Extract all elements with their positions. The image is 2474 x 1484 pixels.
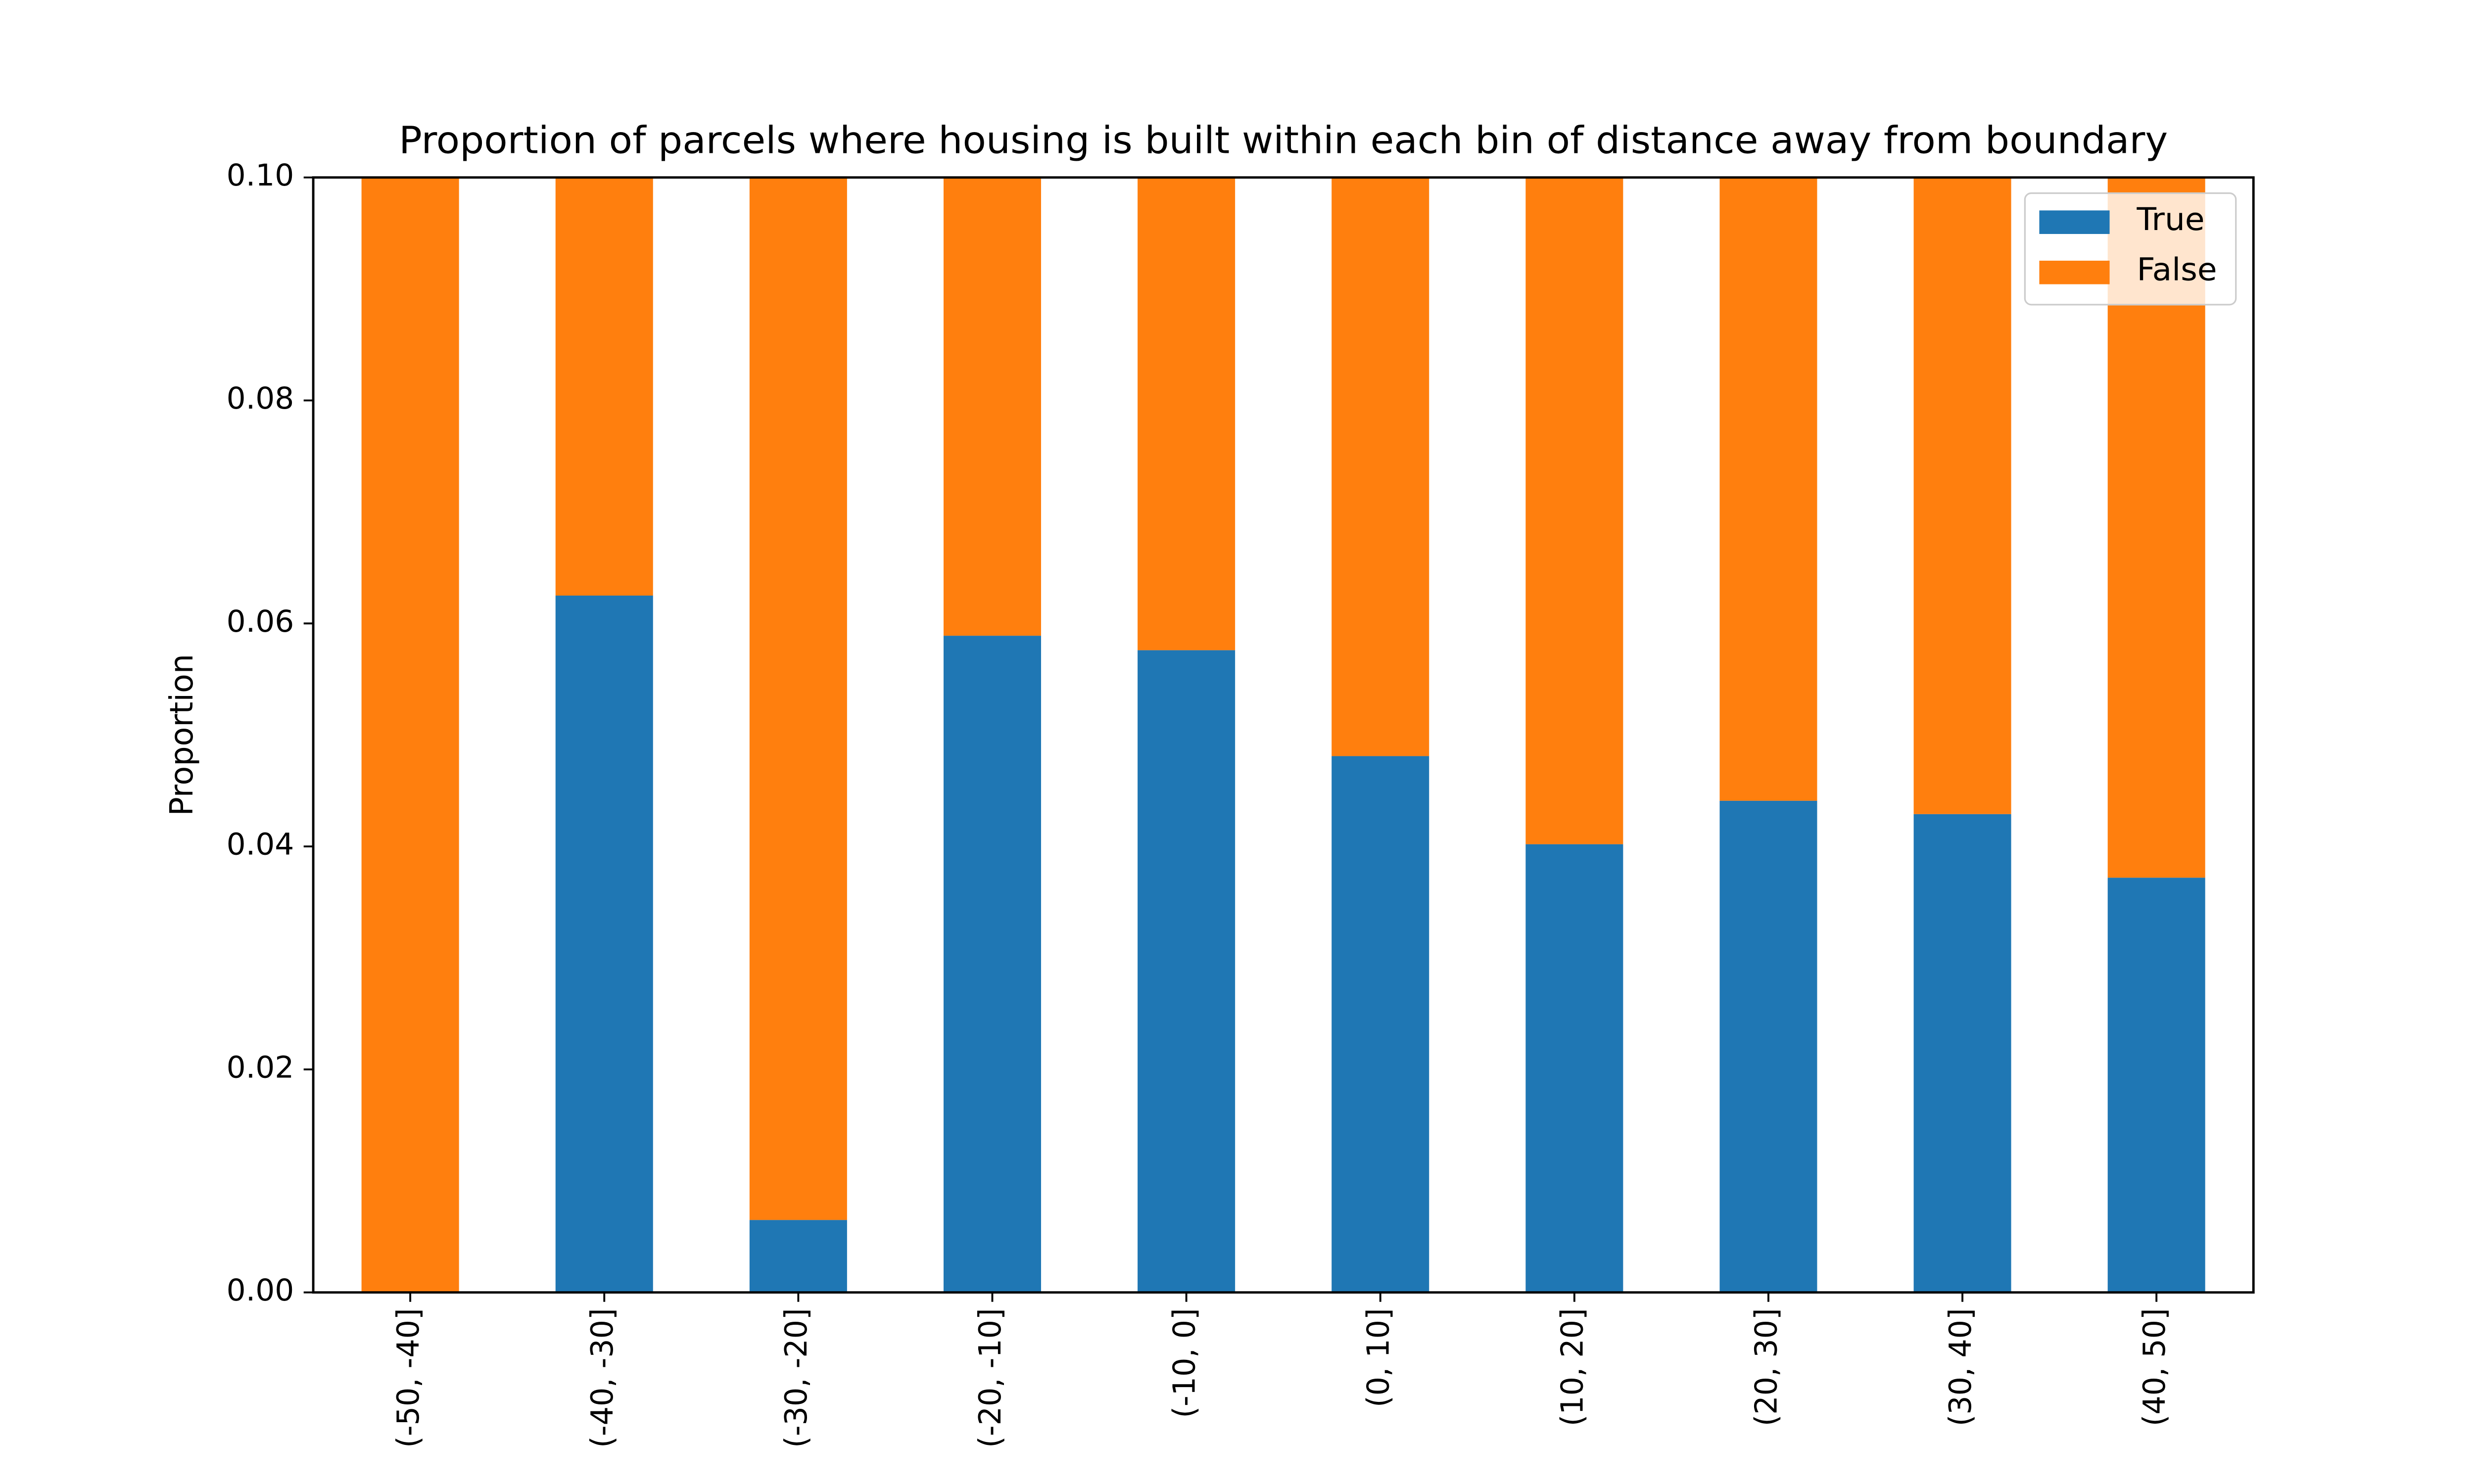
y-tick-label: 0.00: [227, 1274, 294, 1308]
x-tick-label: (0, 10]: [1361, 1308, 1396, 1407]
y-tick-label: 0.08: [227, 381, 294, 416]
bar-segment: [1719, 800, 1817, 1293]
plot-frame: [312, 176, 2255, 1294]
bar-segment: [749, 1220, 847, 1293]
x-tick-label: (-30, -20]: [779, 1308, 814, 1447]
bar-segment: [2107, 878, 2205, 1293]
bar-segment: [1332, 177, 1429, 756]
x-tick-label: (10, 20]: [1555, 1308, 1590, 1426]
plot-area: [361, 177, 2205, 1293]
bar-segment: [1525, 844, 1623, 1293]
x-tick-label: (-10, 0]: [1167, 1308, 1202, 1418]
bar-segment: [1913, 814, 2011, 1293]
y-tick-label: 0.10: [227, 159, 294, 193]
bar-segment: [555, 177, 653, 596]
bar-segment: [1913, 177, 2011, 814]
x-tick-label: (-20, -10]: [973, 1308, 1008, 1447]
bar-segment: [1525, 177, 1623, 844]
y-axis-label: Proportion: [164, 654, 201, 816]
legend-label: False: [2137, 252, 2217, 288]
bar-segment: [943, 177, 1042, 636]
bar-segment: [1138, 177, 1236, 650]
x-tick-label: (20, 30]: [1749, 1308, 1784, 1426]
bar-segment: [555, 595, 653, 1293]
bar-segment: [943, 636, 1042, 1293]
chart-title: Proportion of parcels where housing is b…: [399, 119, 2168, 162]
x-tick-label: (-50, -40]: [391, 1308, 426, 1447]
y-tick-label: 0.04: [227, 828, 294, 862]
bar-segment: [749, 177, 847, 1220]
x-tick-label: (40, 50]: [2137, 1308, 2172, 1426]
x-tick-label: (30, 40]: [1943, 1308, 1978, 1426]
legend-swatch: [2039, 210, 2110, 234]
y-tick-label: 0.06: [227, 604, 294, 639]
bar-segment: [1332, 756, 1429, 1293]
y-tick-label: 0.02: [227, 1051, 294, 1085]
x-tick-label: (-40, -30]: [585, 1308, 620, 1447]
bar-segment: [1138, 650, 1236, 1293]
bar-segment: [1719, 177, 1817, 801]
legend-swatch: [2039, 260, 2110, 284]
bar-segment: [361, 177, 459, 1293]
legend-label: True: [2136, 202, 2204, 238]
